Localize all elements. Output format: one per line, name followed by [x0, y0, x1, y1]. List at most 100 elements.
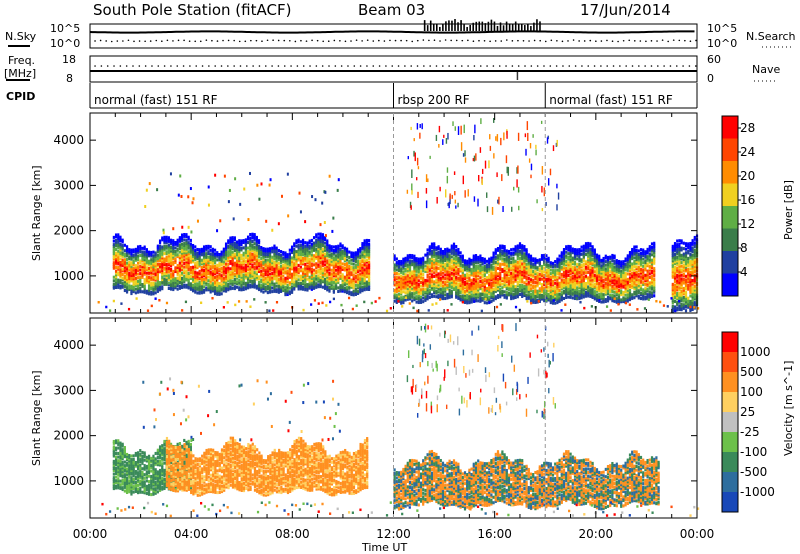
range-cell [457, 251, 460, 255]
range-cell [165, 237, 168, 241]
nsearch-point [311, 39, 313, 42]
range-cell [455, 288, 458, 292]
range-cell [463, 297, 467, 301]
range-cell [123, 269, 126, 273]
range-cell [430, 246, 434, 250]
range-cell [147, 275, 151, 280]
range-cell [227, 241, 230, 245]
range-cell [474, 279, 478, 283]
range-cell [514, 268, 517, 272]
range-cell [348, 279, 351, 283]
range-cell [470, 293, 473, 297]
nsearch-point [578, 40, 580, 42]
noise-bar [423, 20, 426, 31]
range-cell [321, 271, 324, 275]
range-cell [235, 242, 239, 246]
range-cell [207, 279, 210, 283]
range-cell [341, 285, 344, 290]
range-cell [304, 284, 307, 288]
range-cell [183, 249, 186, 253]
range-cell [404, 274, 407, 279]
range-cell [209, 252, 212, 256]
range-cell [205, 266, 208, 270]
range-cell [209, 254, 212, 258]
range-cell [479, 267, 482, 271]
range-cell [277, 258, 280, 262]
range-cell [404, 273, 407, 277]
range-cell [312, 286, 316, 290]
range-cell [485, 281, 489, 285]
range-cell [163, 281, 166, 285]
range-cell [196, 253, 199, 257]
range-cell [529, 258, 533, 262]
range-cell [319, 266, 322, 271]
range-cell [260, 278, 263, 282]
range-cell [284, 251, 287, 255]
range-cell [326, 259, 329, 263]
range-cell [359, 259, 362, 263]
range-cell [161, 265, 164, 269]
range-cell [128, 255, 131, 259]
range-cell [224, 276, 228, 280]
range-cell [433, 262, 436, 266]
range-cell [150, 272, 153, 276]
range-cell [251, 236, 254, 240]
range-cell [472, 278, 475, 282]
nsearch-point [144, 40, 146, 43]
nave-point [435, 65, 438, 67]
range-cell [470, 300, 473, 304]
range-cell [367, 275, 371, 279]
range-cell [301, 282, 305, 286]
range-cell [433, 294, 436, 298]
range-cell [301, 262, 305, 266]
range-cell [156, 264, 159, 268]
range-cell [514, 292, 517, 296]
range-cell [275, 271, 278, 276]
range-cell [297, 253, 300, 257]
nsearch-point [483, 40, 486, 42]
range-cell [293, 253, 296, 257]
range-cell [417, 293, 420, 297]
range-cell [523, 272, 526, 276]
range-cell [264, 272, 267, 277]
range-cell [229, 243, 232, 247]
range-cell [345, 265, 349, 269]
range-cell [419, 297, 423, 301]
range-cell [299, 269, 302, 273]
range-cell [136, 268, 140, 272]
range-cell [419, 295, 423, 299]
range-cell [220, 252, 223, 256]
range-cell [490, 269, 493, 273]
range-cell [152, 261, 155, 265]
range-cell [529, 263, 533, 267]
range-cell [328, 267, 331, 271]
nsearch-point [238, 40, 241, 43]
range-cell [200, 267, 203, 271]
range-cell [319, 248, 322, 252]
range-cell [395, 297, 398, 301]
range-cell [262, 272, 265, 276]
range-cell [518, 278, 522, 282]
range-cell [224, 289, 228, 293]
range-cell [156, 246, 159, 250]
range-cell [125, 285, 129, 289]
range-cell [455, 261, 458, 265]
range-cell [209, 270, 212, 274]
range-cell [569, 272, 572, 276]
range-cell [582, 284, 585, 288]
range-cell [593, 250, 596, 254]
range-cell [400, 297, 403, 302]
range-cell [165, 252, 168, 256]
range-cell [600, 300, 603, 304]
range-cell [433, 249, 436, 253]
range-cell [147, 281, 151, 285]
range-cell [582, 289, 585, 294]
range-cell [249, 251, 252, 255]
range-cell [233, 274, 236, 278]
range-cell [282, 267, 285, 271]
range-cell [227, 277, 230, 281]
range-cell [154, 253, 157, 257]
range-cell [249, 240, 252, 244]
range-cell [246, 268, 250, 272]
range-cell [310, 278, 313, 282]
